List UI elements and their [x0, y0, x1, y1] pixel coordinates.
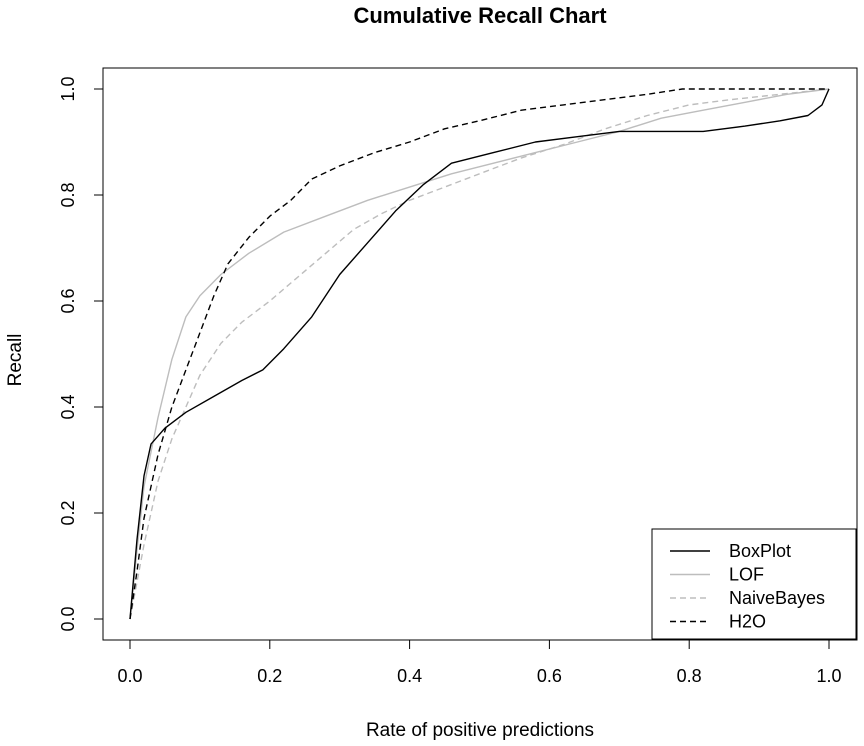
x-tick-label: 0.8: [677, 666, 702, 686]
x-tick-label: 1.0: [816, 666, 841, 686]
y-tick-label: 0.2: [58, 500, 78, 525]
legend-box: [651, 528, 857, 640]
x-axis: 0.0 0.2 0.4 0.6 0.8 1.0: [117, 639, 842, 686]
legend-label-h2o: H2O: [729, 612, 766, 632]
y-tick-label: 0.8: [58, 182, 78, 207]
legend-label-lof: LOF: [729, 565, 764, 585]
y-axis: 0.0 0.2 0.4 0.6 0.8 1.0: [58, 76, 104, 632]
x-tick-label: 0.4: [397, 666, 422, 686]
series-line-boxplot: [129, 88, 830, 620]
x-axis-label: Rate of positive predictions: [366, 720, 594, 741]
y-tick-label: 0.6: [58, 288, 78, 313]
x-tick-label: 0.6: [537, 666, 562, 686]
legend-label-naivebayes: NaiveBayes: [729, 588, 825, 608]
y-tick-label: 1.0: [58, 76, 78, 101]
series-line-h2o: [129, 88, 829, 620]
series-lines: [129, 88, 830, 620]
series-line-lof: [129, 88, 830, 620]
legend: BoxPlot LOF NaiveBayes H2O: [651, 528, 857, 640]
series-line-naivebayes: [129, 88, 830, 620]
x-tick-label: 0.2: [257, 666, 282, 686]
legend-label-boxplot: BoxPlot: [729, 541, 791, 561]
y-tick-label: 0.0: [58, 606, 78, 631]
chart-title: Cumulative Recall Chart: [353, 3, 607, 28]
y-tick-label: 0.4: [58, 394, 78, 419]
y-axis-label: Recall: [5, 334, 26, 387]
x-tick-label: 0.0: [117, 666, 142, 686]
